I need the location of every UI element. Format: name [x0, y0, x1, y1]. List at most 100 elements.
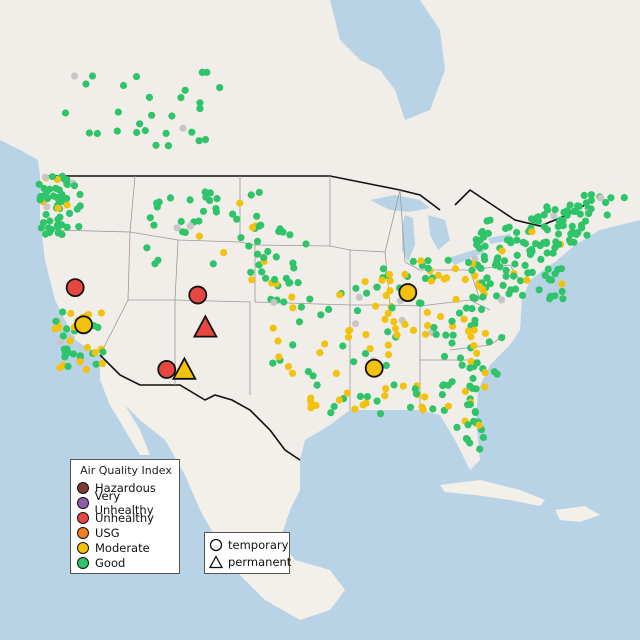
monitor-dot	[67, 309, 75, 318]
monitor-dot	[63, 325, 71, 333]
monitor-dot	[321, 340, 329, 348]
monitor-dot	[332, 369, 340, 377]
temporary-marker[interactable]	[188, 285, 208, 305]
monitor-dot	[540, 211, 548, 219]
monitor-dot	[186, 222, 194, 230]
monitor-dot	[82, 80, 90, 88]
monitor-dot	[361, 278, 369, 286]
monitor-dot	[511, 260, 519, 268]
monitor-dot	[153, 203, 161, 211]
monitor-dot	[42, 210, 50, 219]
monitor-dot	[212, 205, 220, 213]
monitor-dot	[452, 295, 460, 303]
monitor-dot	[424, 322, 432, 330]
monitor-dot	[388, 304, 396, 312]
temporary-marker[interactable]	[398, 283, 418, 302]
temporary-marker[interactable]	[157, 360, 177, 379]
monitor-dot	[70, 72, 79, 80]
monitor-dot	[406, 403, 415, 411]
monitor-dot	[196, 99, 204, 107]
permanent-marker[interactable]	[192, 314, 218, 338]
monitor-dot	[451, 265, 459, 273]
monitor-dot	[271, 275, 279, 284]
monitor-dot	[532, 240, 540, 248]
monitor-dot	[381, 392, 389, 400]
monitor-dot	[270, 298, 278, 306]
monitor-dot	[456, 354, 465, 362]
monitor-dot	[289, 304, 297, 312]
monitor-dot	[481, 242, 489, 250]
monitor-dot	[188, 128, 196, 136]
monitor-dot	[472, 385, 480, 393]
monitor-dot	[473, 349, 481, 357]
monitor-dot	[470, 417, 478, 425]
monitor-dot	[92, 360, 100, 368]
monitor-dot	[442, 331, 450, 339]
monitor-dot	[479, 293, 487, 301]
legend-label-hazardous: Hazardous	[95, 481, 156, 495]
monitor-dot	[607, 194, 615, 202]
monitor-dot	[152, 141, 160, 149]
monitor-dot	[382, 292, 390, 300]
monitor-dot	[213, 195, 221, 203]
monitor-dot	[376, 410, 385, 418]
shape-legend: temporary permanent	[204, 532, 291, 574]
monitor-dot	[46, 217, 54, 225]
monitor-dot	[430, 323, 438, 332]
monitor-dot	[498, 334, 506, 342]
monitor-dot	[555, 217, 563, 225]
monitor-dot	[255, 188, 263, 196]
monitor-dot	[409, 257, 417, 266]
legend-row-very-unhealthy: Very Unhealthy	[77, 489, 179, 517]
temporary-marker[interactable]	[364, 358, 384, 378]
monitor-dot	[289, 369, 297, 377]
legend-swatch-very-unhealthy	[77, 497, 89, 509]
monitor-dot	[497, 296, 506, 304]
monitor-dot	[449, 331, 457, 339]
monitor-dot	[537, 255, 545, 263]
monitor-dot	[583, 231, 591, 239]
monitor-dot	[568, 222, 576, 230]
monitor-dot	[469, 374, 477, 383]
temporary-marker[interactable]	[65, 278, 85, 298]
monitor-dot	[313, 381, 321, 389]
monitor-dot	[248, 276, 256, 284]
monitor-dot	[547, 292, 555, 300]
legend-label-moderate: Moderate	[95, 541, 150, 555]
monitor-dot	[206, 189, 214, 197]
monitor-dot	[572, 207, 580, 216]
monitor-dot	[502, 272, 510, 280]
monitor-dot	[245, 242, 253, 250]
aqi-legend: Air Quality Index Hazardous Very Unhealt…	[70, 459, 180, 574]
monitor-dot	[471, 409, 480, 417]
cuba-land	[440, 480, 545, 506]
lake-superior	[370, 195, 430, 212]
legend-row-good: Good	[77, 556, 125, 570]
monitor-dot	[412, 390, 420, 398]
monitor-dot	[88, 72, 97, 80]
monitor-dot	[620, 194, 628, 202]
monitor-dot	[274, 337, 282, 345]
monitor-dot	[248, 223, 257, 232]
monitor-dot	[181, 86, 189, 94]
permanent-marker[interactable]	[171, 356, 197, 380]
monitor-dot	[475, 282, 483, 290]
monitor-dot	[422, 330, 430, 338]
monitor-dot	[64, 349, 72, 357]
monitor-dot	[498, 247, 506, 255]
monitor-dot	[521, 240, 530, 248]
monitor-dot	[233, 215, 241, 223]
monitor-dot	[61, 109, 70, 117]
monitor-dot	[114, 108, 122, 116]
monitor-dot	[177, 217, 185, 226]
monitor-dot	[393, 331, 401, 339]
monitor-dot	[63, 194, 71, 203]
monitor-dot	[325, 305, 333, 313]
monitor-dot	[384, 351, 393, 359]
monitor-dot	[503, 236, 511, 244]
monitor-dot	[378, 276, 386, 284]
monitor-dot	[363, 393, 371, 401]
monitor-dot	[462, 304, 470, 312]
temporary-marker[interactable]	[74, 315, 93, 335]
monitor-dot	[73, 205, 81, 213]
